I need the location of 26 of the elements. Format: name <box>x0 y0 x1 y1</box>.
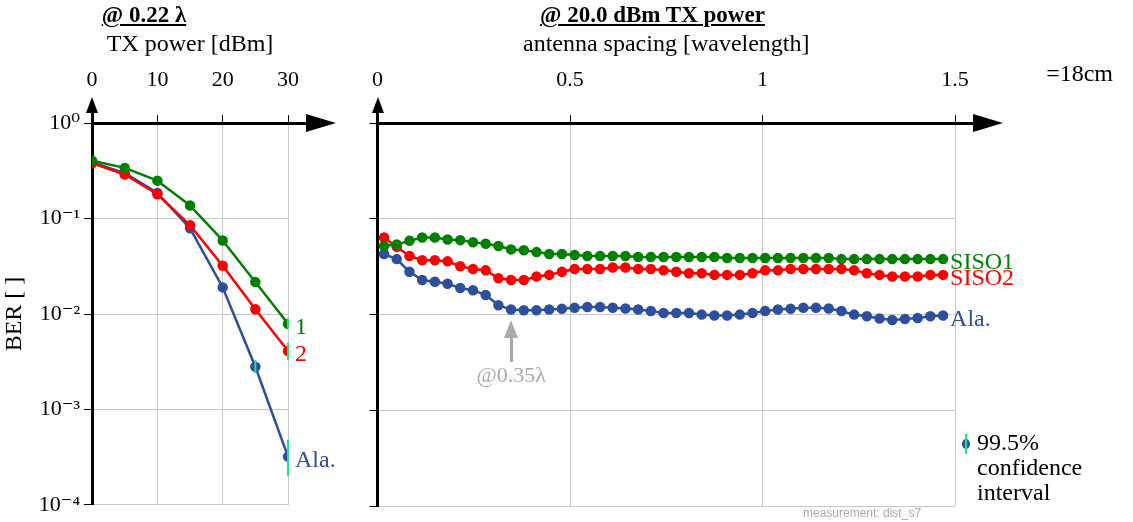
x-tick-label: 1 <box>757 65 768 91</box>
y-tick-label: 10⁻⁴ <box>38 490 81 516</box>
series-label: 2 <box>295 340 307 367</box>
text: measurement: dist_s7 <box>803 506 922 520</box>
y-tick-label: 10⁻³ <box>39 395 81 421</box>
text: =18cm <box>1046 60 1113 86</box>
x-axis-title: TX power [dBm] <box>106 29 274 56</box>
x-tick-label: 1.5 <box>941 65 969 91</box>
x-tick-label: 0 <box>86 65 98 91</box>
y-tick-label: 10⁰ <box>49 108 81 134</box>
x-tick-label: 20 <box>211 65 234 91</box>
y-axis-title: BER [ ] <box>0 276 26 352</box>
x-tick-label: 0 <box>372 65 383 91</box>
series-label: Ala. <box>295 445 336 472</box>
y-tick-label: 10⁻² <box>39 299 81 325</box>
annotation: @0.35λ <box>476 362 547 388</box>
series-label: 1 <box>295 313 307 340</box>
y-tick-label: 10⁻¹ <box>39 204 81 230</box>
x-tick-label: 30 <box>277 65 299 91</box>
text: 99.5% confidence interval <box>977 429 1083 506</box>
x-tick-label: 0.5 <box>556 65 584 91</box>
x-axis-title: antenna spacing [wavelength] <box>522 29 810 56</box>
series-label: Ala. <box>950 304 991 331</box>
chart-title: @ 0.22 λ <box>100 2 188 28</box>
x-tick-label: 10 <box>146 65 169 91</box>
chart-title: @ 20.0 dBm TX power <box>539 2 766 28</box>
